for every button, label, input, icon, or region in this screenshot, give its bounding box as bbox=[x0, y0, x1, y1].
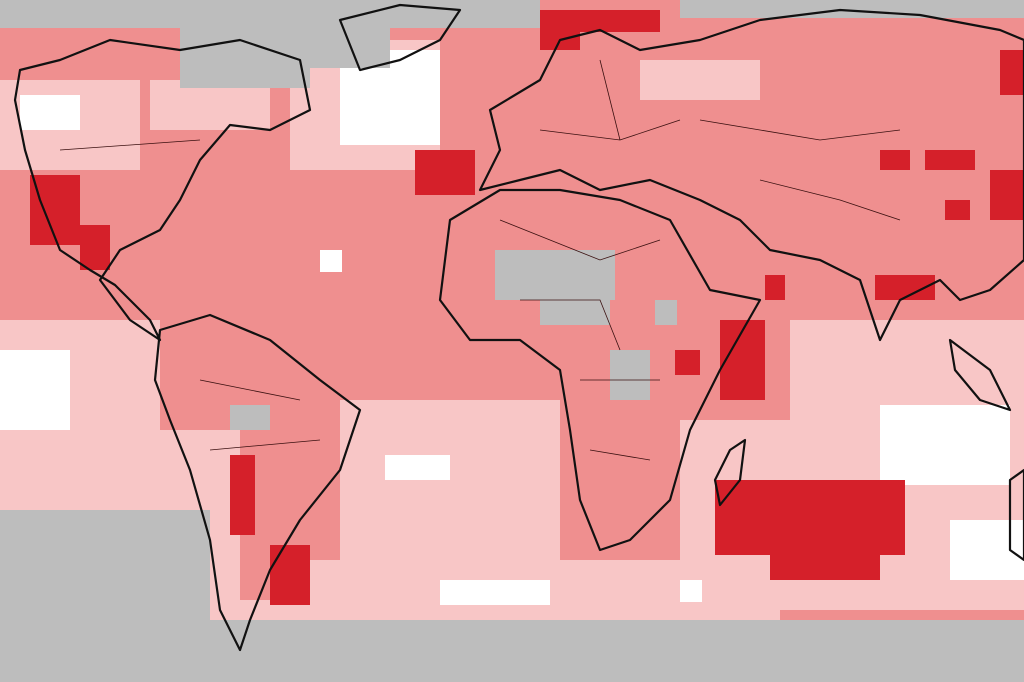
cell bbox=[270, 545, 310, 605]
cell bbox=[880, 150, 910, 170]
australia bbox=[1008, 468, 1024, 562]
strong-anomaly-cells bbox=[30, 10, 1024, 605]
cell bbox=[310, 28, 390, 68]
cell bbox=[655, 300, 677, 325]
cell bbox=[770, 550, 880, 580]
cell bbox=[925, 150, 975, 170]
cell bbox=[720, 320, 765, 400]
cell bbox=[320, 250, 342, 272]
cell bbox=[385, 455, 450, 480]
cell bbox=[990, 170, 1024, 220]
cell bbox=[230, 405, 270, 430]
africa bbox=[438, 188, 762, 552]
cell bbox=[150, 80, 270, 130]
cell bbox=[0, 0, 540, 28]
cell bbox=[680, 0, 1024, 18]
madagascar bbox=[713, 438, 747, 507]
cell bbox=[230, 455, 255, 535]
cell bbox=[680, 580, 702, 602]
cell bbox=[20, 95, 80, 130]
north-america bbox=[13, 38, 312, 342]
cell bbox=[415, 150, 475, 195]
cell bbox=[610, 350, 650, 400]
south-america bbox=[153, 313, 362, 652]
country-borders bbox=[59, 59, 901, 461]
coastlines bbox=[13, 3, 1024, 652]
cell bbox=[180, 28, 310, 88]
cell bbox=[80, 225, 110, 270]
eurasia bbox=[478, 8, 1024, 342]
cell bbox=[675, 350, 700, 375]
cell bbox=[950, 520, 1024, 580]
southeast-asia bbox=[948, 338, 1012, 412]
cell bbox=[540, 300, 610, 325]
cell bbox=[640, 60, 760, 100]
cell bbox=[580, 10, 660, 32]
cell bbox=[715, 480, 905, 555]
cell bbox=[765, 275, 785, 300]
cell bbox=[945, 200, 970, 220]
cell bbox=[495, 250, 615, 300]
cell bbox=[0, 350, 70, 430]
cell bbox=[540, 10, 580, 50]
greenland bbox=[338, 3, 462, 72]
cell bbox=[0, 510, 210, 682]
cell bbox=[440, 580, 550, 605]
cell bbox=[30, 175, 80, 245]
cell bbox=[1000, 50, 1024, 95]
cell bbox=[880, 405, 1010, 485]
cell bbox=[200, 620, 1024, 682]
